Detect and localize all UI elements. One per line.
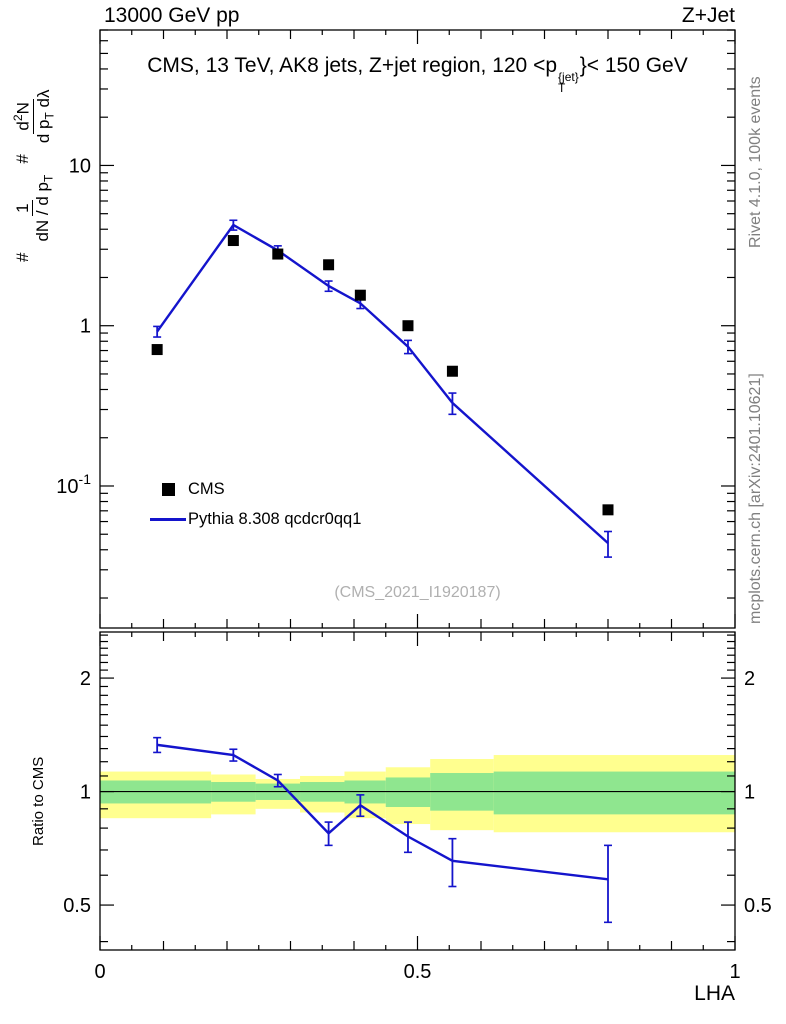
- pt-jet-stack: {jet} T: [558, 70, 579, 96]
- mcplots-credit-note: mcplots.cern.ch [arXiv:2401.10621]: [747, 373, 764, 624]
- svg-text:1: 1: [80, 782, 91, 804]
- beam-energy-label: 13000 GeV pp: [104, 4, 240, 27]
- svg-text:1: 1: [744, 782, 755, 804]
- panel-title-prefix: CMS, 13 TeV, AK8 jets, Z+jet region, 120…: [147, 54, 558, 77]
- pt-superscript: {jet}: [558, 70, 579, 84]
- x-axis-label: LHA: [694, 982, 735, 1005]
- panel-title: CMS, 13 TeV, AK8 jets, Z+jet region, 120…: [100, 54, 735, 95]
- svg-text:0.5: 0.5: [744, 895, 772, 917]
- hash-symbol: #: [13, 154, 32, 164]
- pythia-line-marker-icon: [150, 517, 186, 521]
- rivet-version-note: Rivet 4.1.0, 100k events: [747, 76, 764, 248]
- analysis-id-watermark: (CMS_2021_I1920187): [334, 584, 501, 601]
- process-label: Z+Jet: [681, 4, 735, 27]
- svg-text:2: 2: [744, 668, 755, 690]
- svg-text:0.5: 0.5: [63, 895, 91, 917]
- hash-symbol: #: [13, 252, 32, 262]
- svg-text:2: 2: [80, 668, 91, 690]
- fraction-d2n: d2N d pT dλ: [11, 88, 57, 146]
- fraction-numerator: 1: [12, 200, 34, 216]
- panel-title-suffix: }< 150 GeV: [579, 54, 688, 77]
- ratio-y-axis-label: Ratio to CMS: [30, 756, 47, 846]
- legend: CMS Pythia 8.308 qcdcr0qq1: [148, 474, 361, 534]
- fraction-numerator: d2N: [11, 99, 35, 134]
- legend-label-pythia: Pythia 8.308 qcdcr0qq1: [188, 509, 362, 528]
- svg-text:1: 1: [729, 961, 740, 983]
- legend-label-cms: CMS: [188, 479, 225, 498]
- svg-text:0.5: 0.5: [404, 961, 432, 983]
- cms-square-marker-icon: [161, 482, 175, 496]
- fraction-one-over-dndpt: 1 dN / d pT: [12, 173, 57, 244]
- legend-item-pythia: Pythia 8.308 qcdcr0qq1: [148, 504, 361, 534]
- svg-text:1: 1: [80, 316, 91, 338]
- legend-item-cms: CMS: [148, 474, 361, 504]
- pt-subscript: T: [558, 81, 566, 96]
- fraction-denominator: dN / d pT: [33, 174, 56, 242]
- main-y-axis-label: # 1 dN / d pT # d2N d pT dλ: [11, 88, 57, 263]
- fraction-denominator: d pT dλ: [34, 89, 57, 144]
- svg-text:10-1: 10-1: [56, 471, 91, 498]
- svg-text:10: 10: [69, 155, 91, 177]
- svg-text:0: 0: [94, 961, 105, 983]
